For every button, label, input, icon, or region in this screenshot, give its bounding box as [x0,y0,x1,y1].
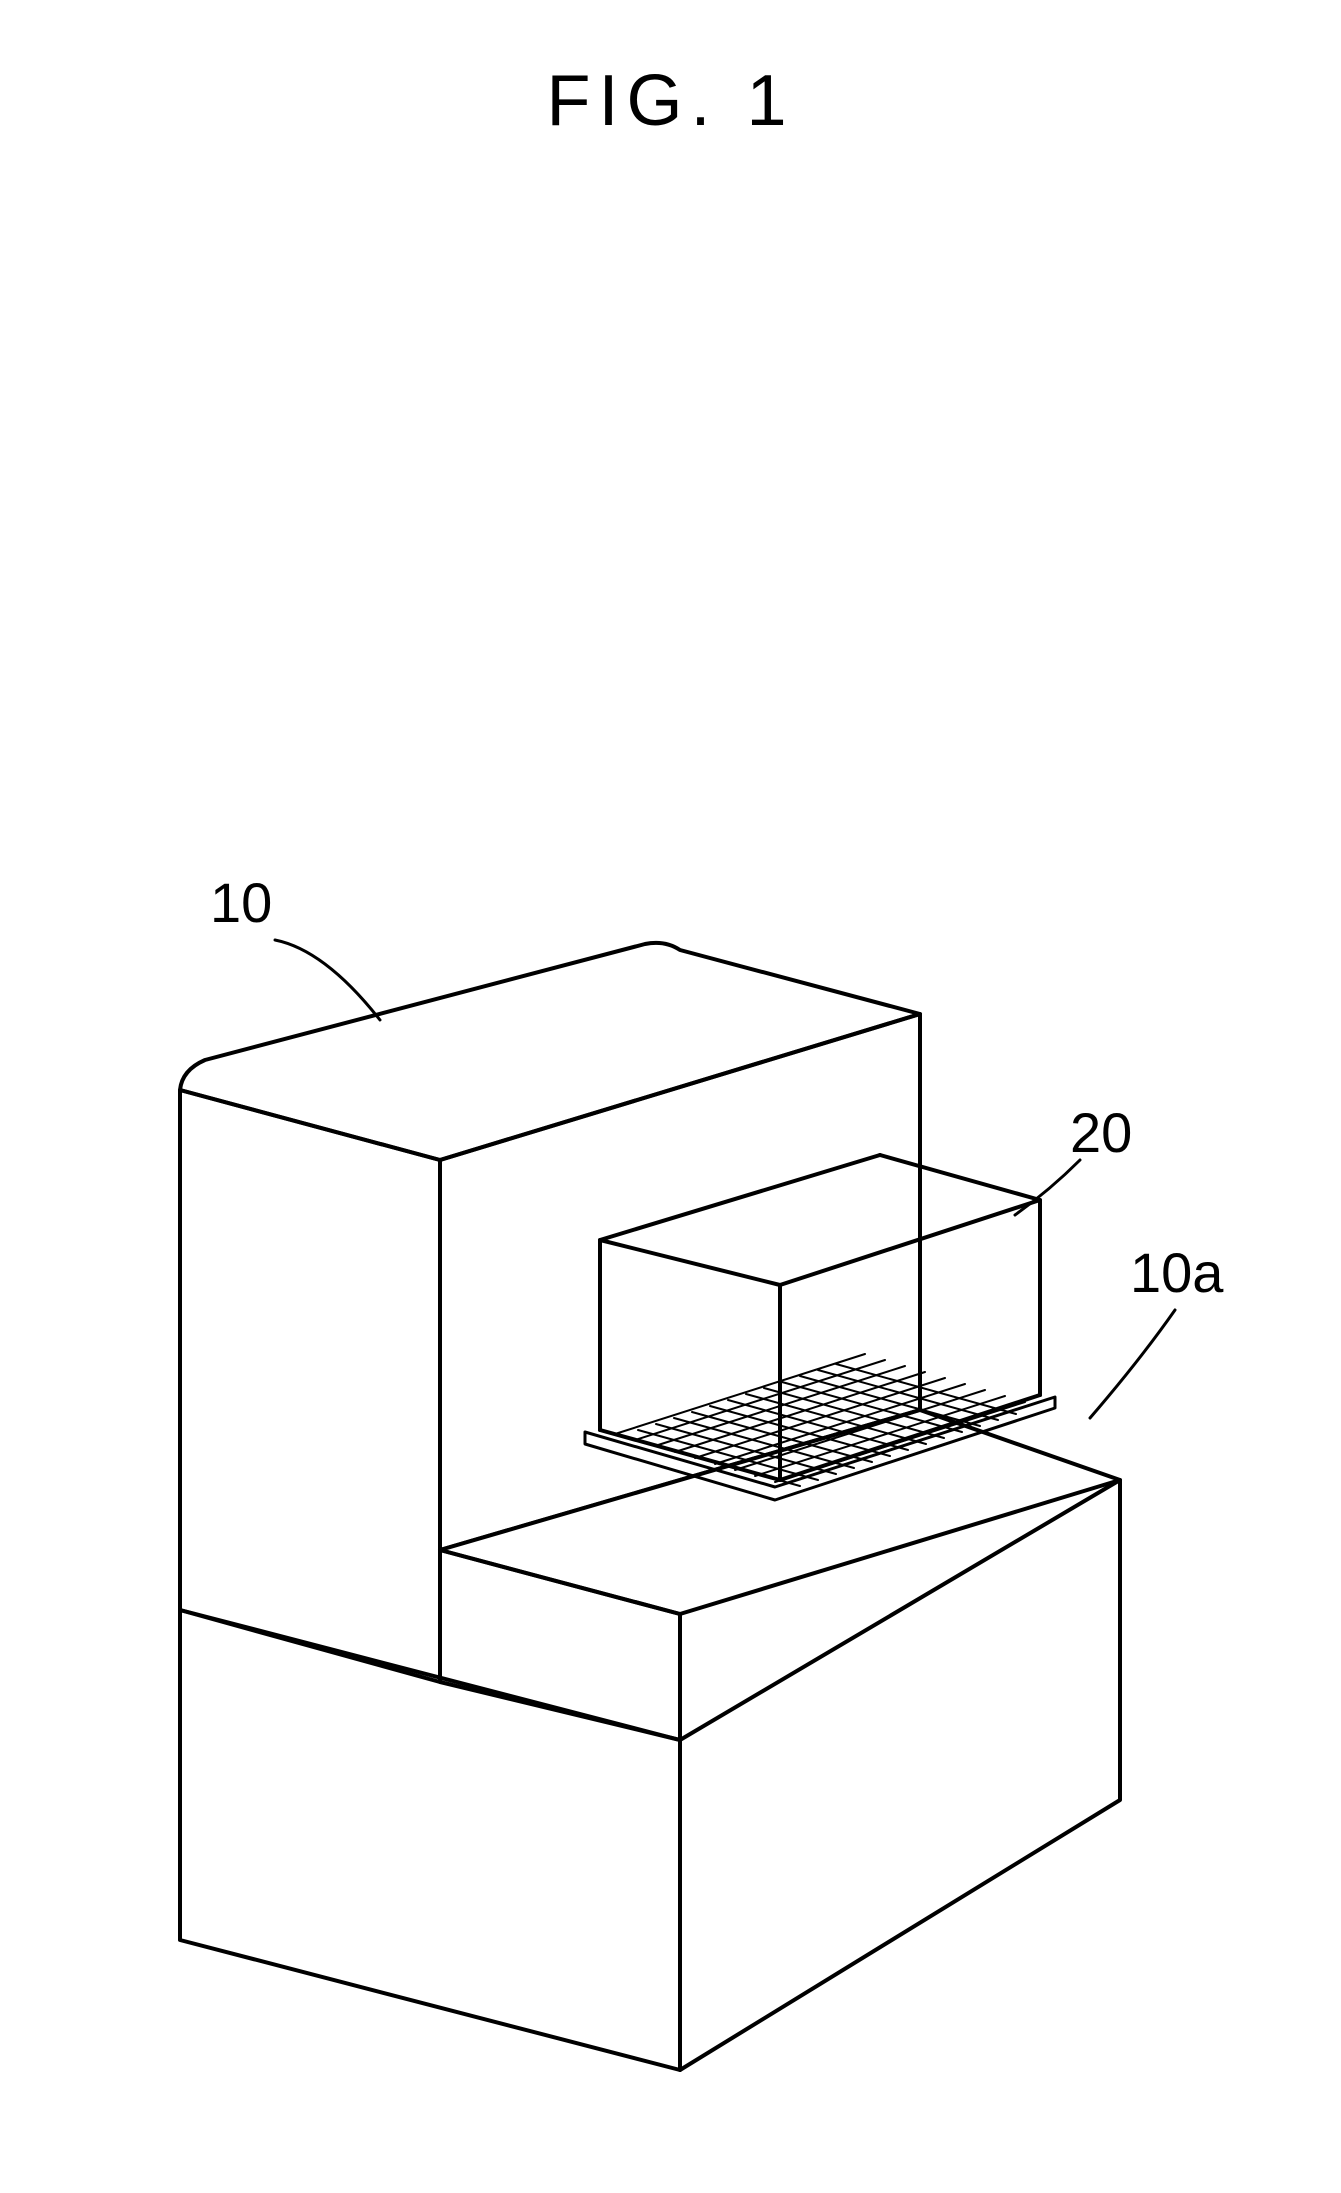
diagram: 10 20 10a [120,850,1220,2100]
label-platform: 10a [1130,1240,1223,1305]
label-body: 10 [210,870,272,935]
label-inner-box: 20 [1070,1100,1132,1165]
figure-title: FIG. 1 [0,60,1341,142]
